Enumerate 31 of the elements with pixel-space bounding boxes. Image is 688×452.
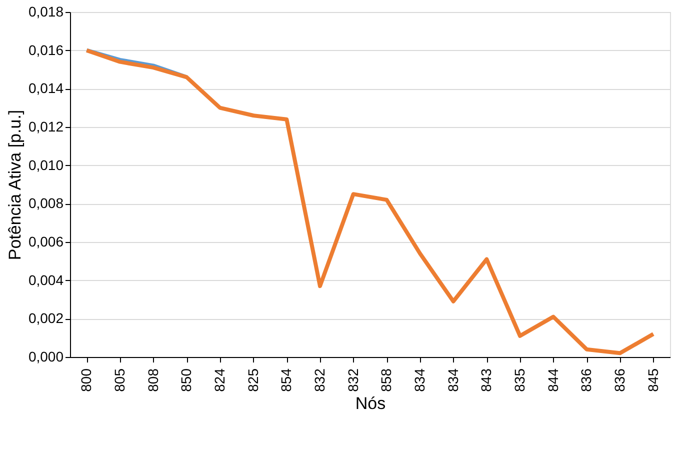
x-tick-label: 844 xyxy=(544,368,561,392)
y-tick-label: 0,002 xyxy=(28,310,64,326)
x-tick-label: 832 xyxy=(312,368,328,392)
x-tick-label: 836 xyxy=(578,368,594,392)
x-tick-label: 845 xyxy=(644,368,661,392)
y-tick-label: 0,014 xyxy=(28,80,64,96)
y-tick-label: 0,012 xyxy=(28,118,64,134)
x-tick-label: 854 xyxy=(278,368,294,392)
y-tick-label: 0,006 xyxy=(28,234,64,250)
y-tick-label: 0,018 xyxy=(28,4,64,20)
x-tick-label: 835 xyxy=(512,368,528,392)
x-tick-label: 832 xyxy=(344,368,361,392)
x-tick-label: 843 xyxy=(478,368,494,392)
y-axis-title: Potência Ativa [p.u.] xyxy=(5,110,24,260)
x-tick-label: 858 xyxy=(378,368,394,392)
x-tick-label: 850 xyxy=(178,368,194,392)
y-tick-label: 0,004 xyxy=(28,272,64,288)
x-axis-title: Nós xyxy=(355,394,386,413)
y-tick-label: 0,016 xyxy=(28,42,64,58)
y-tick-label: 0,000 xyxy=(28,348,64,364)
y-tick-label: 0,008 xyxy=(28,195,64,212)
x-tick-label: 834 xyxy=(412,368,428,392)
x-tick-label: 800 xyxy=(78,368,94,392)
line-series xyxy=(84,48,656,356)
y-tick-label: 0,010 xyxy=(28,156,64,173)
x-tick-label: 824 xyxy=(212,368,228,392)
x-tick-label: 834 xyxy=(444,368,461,392)
x-tick-label: 805 xyxy=(112,368,128,392)
x-tick-label: 825 xyxy=(244,368,261,392)
x-tick-label: 836 xyxy=(612,368,628,392)
x-tick-label: 808 xyxy=(144,368,161,392)
